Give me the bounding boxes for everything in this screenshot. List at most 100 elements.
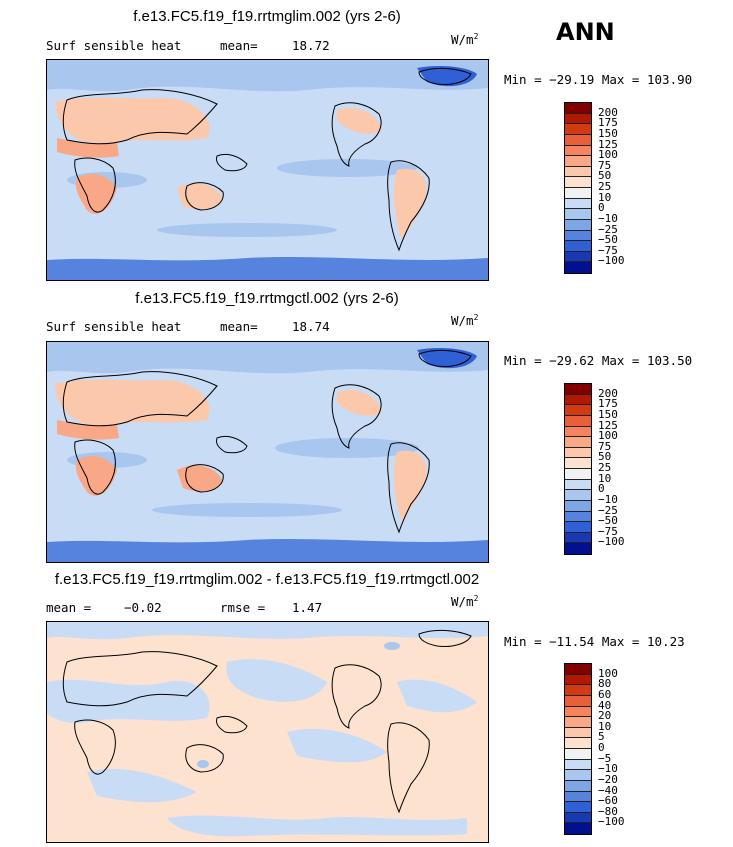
colorbar-tick-label: 80	[598, 677, 612, 691]
colorbar-tick-label: −25	[598, 222, 618, 236]
colorbar-tick-label: 125	[598, 418, 618, 432]
colorbar-tick-label: 0	[598, 201, 605, 215]
colorbar-tick-label: 150	[598, 126, 618, 140]
panel3-colorbar	[564, 663, 592, 835]
panel3-minmax: Min = −11.54 Max = 10.23	[504, 634, 685, 649]
colorbar-swatch	[565, 262, 591, 273]
panel3-mean-label: mean =	[46, 600, 92, 615]
colorbar-swatch	[565, 124, 591, 135]
panel2-mean-label: mean=	[220, 319, 258, 334]
colorbar-swatch	[565, 812, 591, 824]
colorbar-tick-label: 50	[598, 169, 612, 183]
colorbar-swatch	[565, 458, 591, 469]
colorbar-swatch	[565, 791, 591, 803]
colorbar-tick-label: 0	[598, 741, 605, 754]
colorbar-swatch	[565, 156, 591, 167]
panel1-variable-label: Surf sensible heat	[46, 38, 182, 53]
colorbar-tick-label: 125	[598, 137, 618, 151]
colorbar-swatch	[565, 532, 591, 544]
colorbar-swatch	[565, 479, 591, 491]
colorbar-tick-label: 175	[598, 116, 618, 130]
colorbar-tick-label: 100	[598, 429, 618, 443]
colorbar-swatch	[565, 717, 591, 728]
panel2-units: W/m2	[451, 313, 479, 329]
colorbar-swatch	[565, 500, 591, 512]
panel1-title: f.e13.FC5.f19_f19.rrtmglim.002 (yrs 2-6)	[133, 8, 401, 25]
panel3-colorbar-labels: 100 80 60 40 20 10 5 0 −5 −10 −20 −40 −60 −80 −100	[598, 663, 658, 833]
colorbar-tick-label: 25	[598, 180, 612, 193]
panel1-mean-label: mean=	[220, 38, 258, 53]
colorbar-swatch	[565, 802, 591, 813]
panel2-map-field	[47, 342, 488, 562]
colorbar-swatch	[565, 469, 591, 480]
colorbar-swatch	[565, 134, 591, 146]
colorbar-swatch	[565, 522, 591, 533]
colorbar-swatch	[565, 230, 591, 242]
colorbar-swatch	[565, 145, 591, 157]
season-label: ANN	[556, 18, 615, 46]
colorbar-tick-label: 60	[598, 687, 612, 701]
colorbar-tick-label: 25	[598, 461, 612, 474]
colorbar-swatch	[565, 749, 591, 760]
colorbar-swatch	[565, 437, 591, 448]
colorbar-swatch	[565, 241, 591, 252]
colorbar-tick-label: −100	[598, 254, 625, 268]
colorbar-swatch	[565, 823, 591, 834]
colorbar-tick-label: −10	[598, 492, 618, 506]
colorbar-swatch	[565, 674, 591, 686]
colorbar-swatch	[565, 780, 591, 792]
colorbar-tick-label: −10	[598, 762, 618, 776]
colorbar-tick-label: −75	[598, 524, 618, 538]
colorbar-swatch	[565, 198, 591, 210]
colorbar-swatch	[565, 759, 591, 771]
colorbar-swatch	[565, 664, 591, 675]
panel3-rmse-label: rmse =	[220, 600, 266, 615]
colorbar-swatch	[565, 770, 591, 781]
colorbar-tick-label: −80	[598, 804, 618, 818]
panel2-title: f.e13.FC5.f19_f19.rrtmgctl.002 (yrs 2-6)	[135, 290, 399, 307]
colorbar-swatch	[565, 209, 591, 220]
colorbar-swatch	[565, 103, 591, 114]
panel2-mean-value: 18.74	[292, 319, 330, 334]
colorbar-tick-label: 0	[598, 482, 605, 496]
colorbar-swatch	[565, 188, 591, 199]
colorbar-tick-label: 20	[598, 709, 612, 723]
colorbar-swatch	[565, 685, 591, 696]
panel1-map-field	[47, 60, 488, 280]
colorbar-tick-label: 40	[598, 698, 612, 712]
colorbar-swatch	[565, 384, 591, 395]
colorbar-swatch	[565, 695, 591, 707]
colorbar-tick-label: 10	[598, 471, 612, 485]
colorbar-swatch	[565, 219, 591, 231]
panel3-map	[46, 621, 489, 843]
colorbar-swatch	[565, 738, 591, 749]
colorbar-tick-label: 150	[598, 407, 618, 421]
panel2-colorbar	[564, 383, 592, 555]
panel3-rmse-value: 1.47	[292, 600, 323, 615]
colorbar-swatch	[565, 405, 591, 416]
panel2-colorbar-labels: 200 175 150 125 100 75 50 25 10 0 −10 −25 −50 −75 −100	[598, 383, 658, 553]
colorbar-swatch	[565, 177, 591, 188]
colorbar-tick-label: −20	[598, 772, 618, 786]
colorbar-tick-label: −5	[598, 751, 612, 765]
colorbar-tick-label: −75	[598, 243, 618, 257]
colorbar-tick-label: −50	[598, 514, 618, 528]
colorbar-tick-label: 200	[598, 105, 618, 119]
colorbar-tick-label: 50	[598, 450, 612, 464]
panel1-mean-value: 18.72	[292, 38, 330, 53]
colorbar-tick-label: 100	[598, 666, 618, 680]
colorbar-swatch	[565, 166, 591, 178]
colorbar-tick-label: −25	[598, 503, 618, 517]
colorbar-tick-label: 100	[598, 148, 618, 162]
panel1-colorbar-labels: 200 175 150 125 100 75 50 25 10 0 −10 −25 −50 −75 −100	[598, 102, 658, 272]
colorbar-swatch	[565, 511, 591, 523]
colorbar-swatch	[565, 415, 591, 427]
panel2-map	[46, 341, 489, 563]
colorbar-tick-label: −10	[598, 211, 618, 225]
panel1-units: W/m2	[451, 32, 479, 48]
panel3-units: W/m2	[451, 594, 479, 610]
colorbar-swatch	[565, 251, 591, 263]
colorbar-tick-label: −40	[598, 783, 618, 797]
colorbar-swatch	[565, 543, 591, 554]
colorbar-tick-label: 75	[598, 439, 612, 453]
